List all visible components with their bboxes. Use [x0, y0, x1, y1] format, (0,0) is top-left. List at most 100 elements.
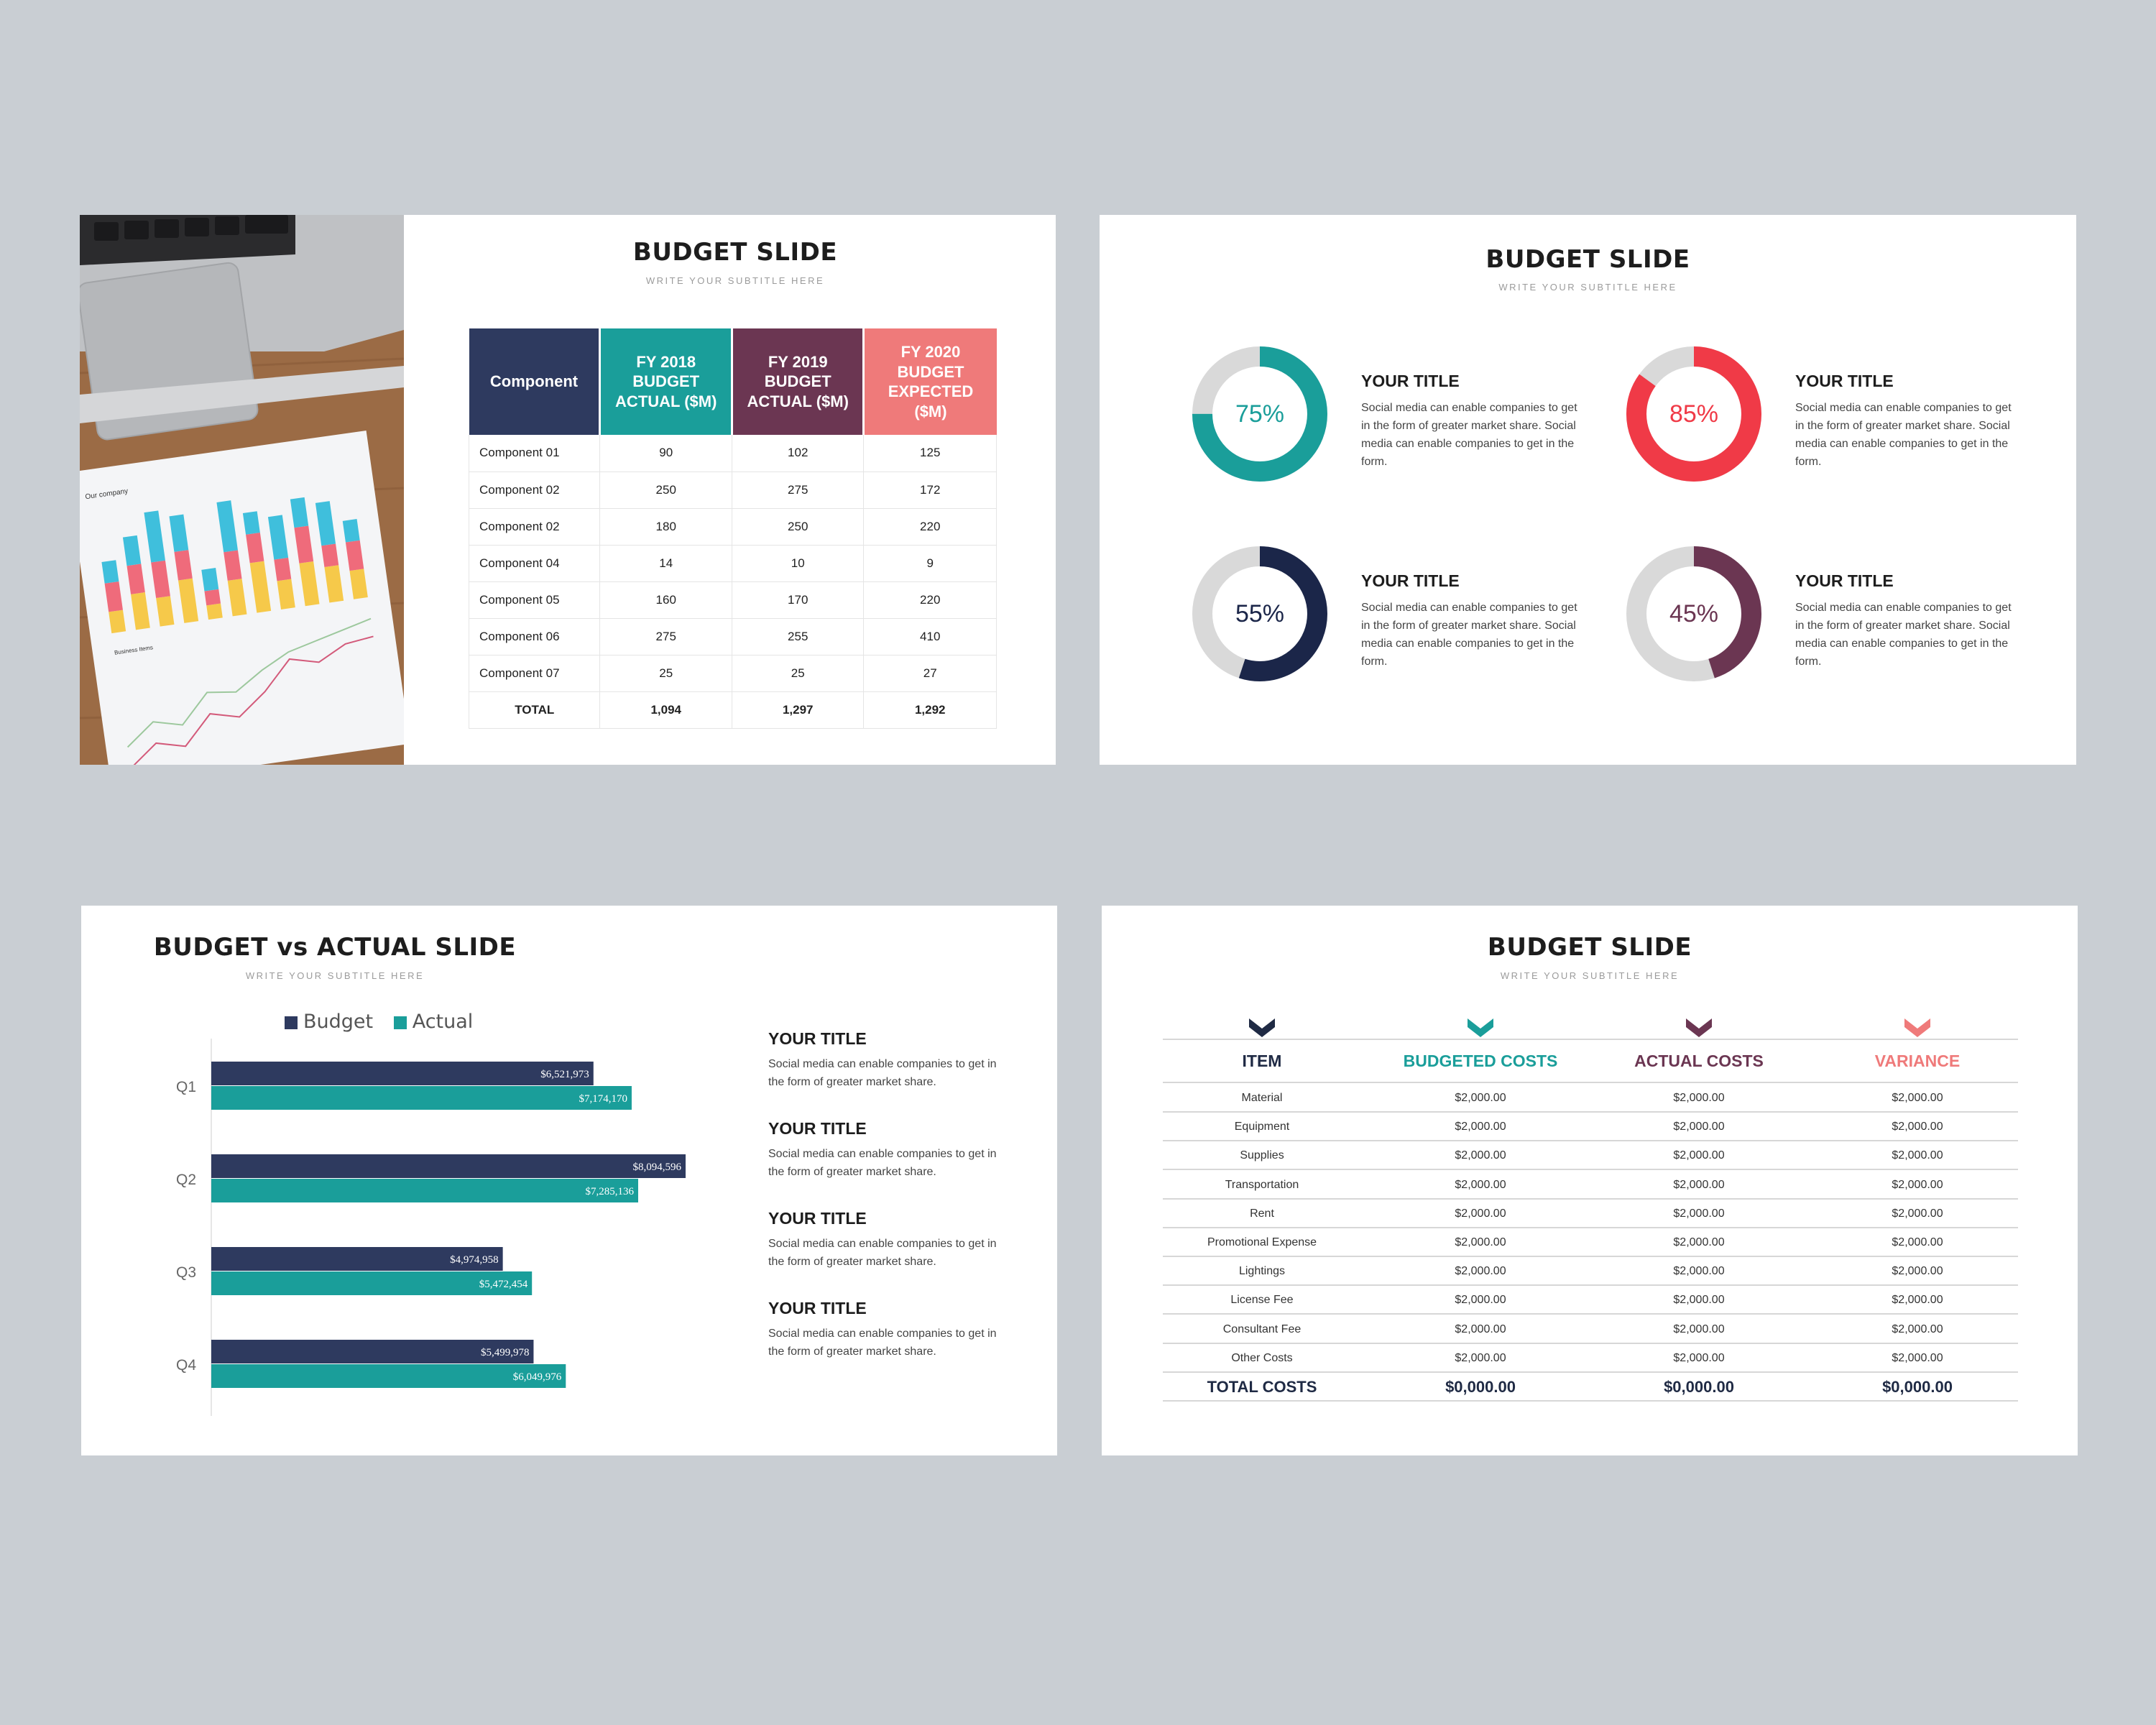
item-title: YOUR TITLE	[768, 1029, 867, 1048]
row-label: Transportation	[1225, 1178, 1299, 1191]
row-label: Component 02	[468, 472, 601, 509]
row-label: Lightings	[1238, 1265, 1286, 1278]
table-row: Consultant Fee $2,000.00 $2,000.00 $2,000.0…	[1163, 1315, 2018, 1344]
row-label: Component 05	[468, 581, 601, 619]
bar-budget	[211, 1247, 503, 1271]
slide-subtitle: WRITE YOUR SUBTITLE HERE	[1498, 282, 1677, 293]
row-value: 172	[863, 472, 997, 509]
row-value: $2,000.00	[1892, 1236, 1943, 1248]
photo-bar	[204, 589, 221, 606]
table-row: Supplies $2,000.00 $2,000.00 $2,000.00	[1163, 1141, 2018, 1171]
photo-bar	[201, 568, 219, 592]
table-row: Component 07 25 25 27	[468, 655, 997, 692]
row-value: 250	[599, 472, 732, 509]
column-header: BUDGETED COSTS	[1403, 1052, 1558, 1070]
column-header: ACTUAL COSTS	[1634, 1052, 1764, 1070]
donut-percent: 75%	[1235, 400, 1285, 428]
row-value: $2,000.00	[1892, 1092, 1943, 1104]
chevron-down-icon	[1904, 1018, 1930, 1037]
column-header: VARIANCE	[1874, 1052, 1961, 1070]
row-value: 180	[599, 508, 732, 546]
row-value: 125	[863, 435, 997, 472]
item-text: Social media can enable companies to get…	[1361, 602, 1577, 668]
row-value: $2,000.00	[1673, 1351, 1725, 1364]
row-value: 25	[599, 655, 732, 692]
donut-chart	[1626, 546, 1761, 681]
row-value: $2,000.00	[1455, 1265, 1506, 1278]
table-row: Material $2,000.00 $2,000.00 $2,000.00	[1163, 1084, 2018, 1113]
header-bottom-rule	[1163, 1082, 2018, 1083]
header-fy2020: FY 2020 BUDGET EXPECTED ($M)	[863, 328, 997, 435]
photo-bar	[169, 514, 189, 552]
photo-bar	[126, 564, 145, 594]
slide-subtitle: WRITE YOUR SUBTITLE HERE	[245, 970, 425, 981]
table-row: Component 06 275 255 410	[468, 618, 997, 656]
photo-bar	[242, 511, 260, 535]
photo-bar	[206, 603, 223, 620]
bar-actual	[211, 1364, 566, 1388]
slide-subtitle: WRITE YOUR SUBTITLE HERE	[645, 275, 825, 286]
chevron-down-icon	[1468, 1018, 1493, 1037]
category-label: Q2	[176, 1172, 196, 1188]
row-label: TOTAL	[468, 691, 601, 729]
bar-data-label: $7,285,136	[585, 1186, 634, 1197]
bar-actual	[211, 1271, 533, 1295]
row-value: 102	[732, 435, 865, 472]
photo-bar	[216, 500, 238, 553]
photo-bar	[349, 569, 368, 599]
item-title: YOUR TITLE	[1795, 571, 1894, 590]
header-fy2019: FY 2019 BUDGET ACTUAL ($M)	[732, 328, 865, 435]
legend-swatch-actual	[393, 1016, 407, 1029]
header-component: Component	[469, 328, 602, 435]
column-header: ITEM	[1242, 1052, 1282, 1070]
photo-bar	[151, 560, 170, 598]
item-text: Social media can enable companies to get…	[768, 1238, 997, 1268]
row-value: 170	[732, 581, 865, 619]
row-value: 90	[599, 435, 732, 472]
slide-title: BUDGET SLIDE	[632, 238, 838, 267]
item-title: YOUR TITLE	[768, 1119, 867, 1138]
row-value: 275	[599, 618, 732, 656]
slide-budget-costs[interactable]: BUDGET SLIDE WRITE YOUR SUBTITLE HERE IT…	[1102, 906, 2078, 1455]
table-row: Component 05 160 170 220	[468, 581, 997, 619]
category-label: Q1	[176, 1079, 196, 1095]
budget-actual-chart: Q1 $6,521,973 $7,174,170 Q2 $8,094,596 $7,285…	[176, 1039, 686, 1416]
table-row: Other Costs $2,000.00 $2,000.00 $2,000.00	[1163, 1344, 2018, 1373]
table-row: Promotional Expense $2,000.00 $2,000.00 $2,…	[1163, 1228, 2018, 1257]
row-value: 25	[732, 655, 865, 692]
table-total-row: TOTAL COSTS $0,000.00 $0,000.00 $0,000.00	[1163, 1373, 2018, 1402]
donut-percent: 45%	[1669, 600, 1719, 627]
legend-actual: Actual	[412, 1011, 474, 1033]
bar-data-label: $8,094,596	[633, 1162, 682, 1173]
row-value: $2,000.00	[1673, 1207, 1725, 1220]
item-text: Social media can enable companies to get…	[1795, 402, 2012, 468]
row-value: $2,000.00	[1455, 1236, 1506, 1248]
photo-bar	[101, 560, 119, 584]
slide-budget-vs-actual[interactable]: BUDGET vs ACTUAL SLIDE WRITE YOUR SUBTIT…	[81, 906, 1057, 1455]
row-value: $2,000.00	[1673, 1092, 1725, 1104]
item-title: YOUR TITLE	[1361, 571, 1460, 590]
row-label: Component 06	[468, 618, 601, 656]
row-value: 27	[863, 655, 997, 692]
photo-bar	[174, 550, 193, 581]
row-value: 220	[863, 581, 997, 619]
row-value: $2,000.00	[1892, 1149, 1943, 1162]
row-value: $2,000.00	[1673, 1322, 1725, 1335]
table-row: Component 04 14 10 9	[468, 545, 997, 582]
row-value: $0,000.00	[1664, 1378, 1734, 1396]
table-row: Lightings $2,000.00 $2,000.00 $2,000.00	[1163, 1257, 2018, 1287]
photo-bar	[277, 579, 295, 610]
table-row: Transportation $2,000.00 $2,000.00 $2,000.0…	[1163, 1171, 2018, 1200]
row-value: $2,000.00	[1673, 1178, 1725, 1191]
row-value: $2,000.00	[1455, 1178, 1506, 1191]
photo-bar	[324, 565, 344, 603]
bar-data-label: $5,499,978	[481, 1347, 530, 1358]
slide-budget-gauges[interactable]: BUDGET SLIDE WRITE YOUR SUBTITLE HERE 75…	[1100, 215, 2076, 765]
row-value: 255	[732, 618, 865, 656]
photo-bar	[144, 510, 165, 563]
row-value: $2,000.00	[1455, 1294, 1506, 1307]
bar-actual	[211, 1179, 638, 1202]
row-value: $2,000.00	[1455, 1121, 1506, 1133]
slide-budget-table[interactable]: Our company Business Items BUDGET SLIDE …	[80, 215, 1056, 765]
row-value: $2,000.00	[1673, 1294, 1725, 1307]
